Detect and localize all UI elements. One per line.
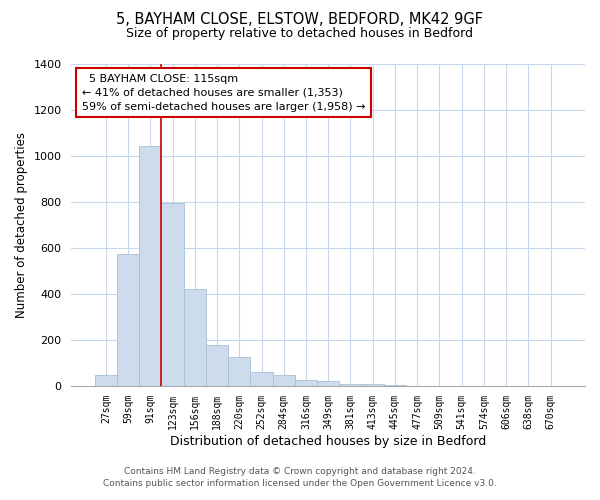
Text: 5 BAYHAM CLOSE: 115sqm  
← 41% of detached houses are smaller (1,353)
59% of sem: 5 BAYHAM CLOSE: 115sqm ← 41% of detached… (82, 74, 365, 112)
Bar (184, 290, 206, 386)
Bar (317, 381, 340, 386)
Bar (272, 374, 295, 386)
Bar (117, 254, 139, 386)
Text: Size of property relative to detached houses in Bedford: Size of property relative to detached ho… (127, 28, 473, 40)
Bar (95, 374, 117, 386)
X-axis label: Distribution of detached houses by size in Bedford: Distribution of detached houses by size … (170, 434, 487, 448)
Bar (384, 385, 406, 386)
Text: Contains HM Land Registry data © Crown copyright and database right 2024.: Contains HM Land Registry data © Crown c… (124, 467, 476, 476)
Bar (161, 203, 184, 386)
Bar (228, 358, 250, 386)
Text: 5, BAYHAM CLOSE, ELSTOW, BEDFORD, MK42 9GF: 5, BAYHAM CLOSE, ELSTOW, BEDFORD, MK42 9… (116, 12, 484, 28)
Bar (250, 372, 272, 386)
Text: Contains public sector information licensed under the Open Government Licence v3: Contains public sector information licen… (103, 478, 497, 488)
Y-axis label: Number of detached properties: Number of detached properties (15, 132, 28, 318)
Bar (362, 384, 384, 386)
Bar (295, 380, 317, 386)
Bar (206, 344, 228, 386)
Bar (340, 384, 362, 386)
Bar (139, 146, 161, 386)
